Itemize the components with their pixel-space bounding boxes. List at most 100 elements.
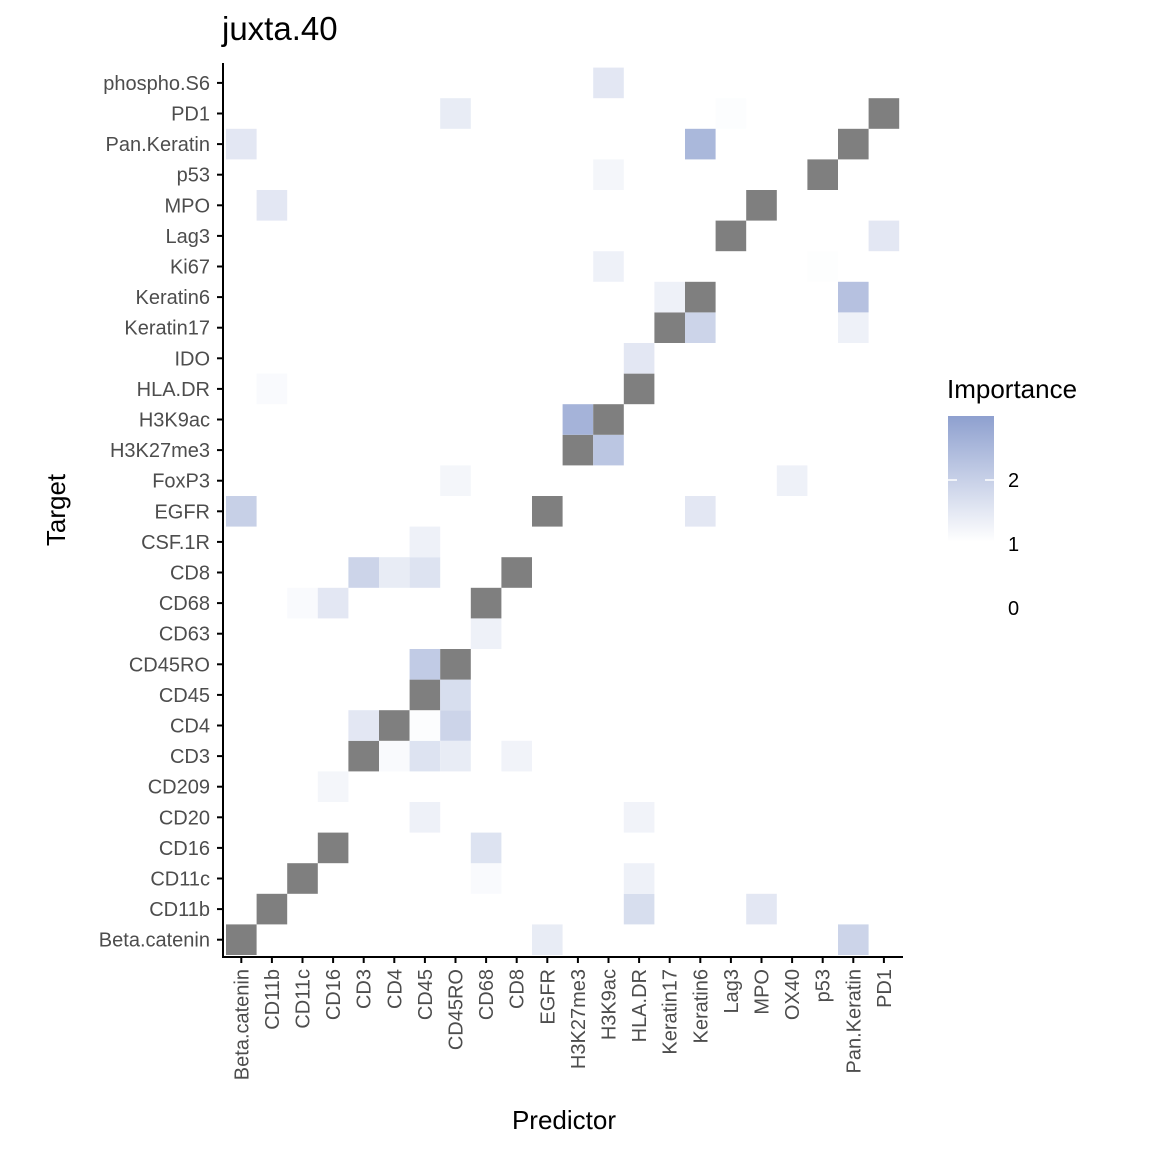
heatmap-cell-cd16-cd16 [317,832,349,864]
heatmap-cell-lag3-pd1 [868,220,900,252]
heatmap-cell-mpo-mpo [746,190,777,221]
heatmap-cell-pan-keratin-beta-catenin [226,128,257,160]
heatmap-cell-cd11c-cd11c [287,863,318,894]
y-tick-label: CD45RO [129,654,210,676]
heatmap-cell-cd45-cd45 [409,679,441,711]
y-tick-label: H3K9ac [139,410,210,432]
y-tick-label: CD4 [170,716,210,738]
heatmap-cell-pan-keratin-pan-keratin [838,128,869,160]
heatmap-cell-hla-dr-cd11b [256,373,288,405]
y-tick-label: FoxP3 [152,471,210,493]
heatmap-cell-cd4-cd4 [379,710,410,741]
y-tick-label: EGFR [154,501,210,523]
heatmap-cell-cd11b-hla-dr [623,893,655,925]
heatmap-cell-cd8-cd8 [501,557,532,588]
heatmap-cell-cd20-hla-dr [623,802,655,833]
heatmap-cell-cd3-cd8 [501,740,532,772]
x-tick-label: CD45RO [446,969,468,1050]
heatmap-cell-cd4-cd3 [348,710,379,741]
legend: Importance 2 1 0 [947,374,1077,620]
heatmap-cells [226,67,900,955]
heatmap-cell-h3k27me3-h3k9ac [593,434,624,466]
heatmap-cell-keratin6-keratin6 [685,281,716,313]
heatmap-cell-pd1-pd1 [868,98,900,129]
heatmap-cell-csf-1r-cd45 [409,526,441,558]
legend-label: 2 [1008,470,1019,492]
x-tick-label: OX40 [782,969,804,1020]
legend-label: 1 [1008,534,1019,556]
x-tick-label: CD11c [293,969,315,1029]
heatmap-cell-cd8-cd3 [348,557,379,588]
y-axis-ticks: Beta.catenin CD11b CD11c CD16 CD20 CD209 CD3 CD… [99,73,223,952]
x-tick-label: CD4 [384,969,406,1009]
y-tick-label: CD16 [159,838,210,860]
y-axis-title: Target [41,473,71,546]
y-tick-label: phospho.S6 [103,73,210,95]
legend-label: 0 [1008,598,1019,620]
legend-title: Importance [947,374,1077,404]
heatmap-cell-cd45ro-cd45 [409,649,441,680]
y-tick-label: Pan.Keratin [105,134,210,156]
heatmap-cell-egfr-beta-catenin [226,496,257,527]
heatmap-cell-cd8-cd4 [379,557,410,588]
x-tick-label: p53 [813,969,835,1002]
x-tick-label: CD11b [262,969,284,1030]
y-tick-label: H3K27me3 [110,440,210,462]
heatmap-cell-cd11b-mpo [746,893,777,925]
x-tick-label: H3K27me3 [568,969,590,1069]
x-tick-label: CD3 [354,969,376,1009]
heatmap-cell-cd11b-cd11b [256,893,288,925]
x-tick-label: EGFR [537,969,559,1025]
heatmap-cell-ido-hla-dr [623,343,655,374]
x-tick-label: Beta.catenin [231,969,253,1080]
heatmap-cell-keratin17-pan-keratin [838,312,869,343]
heatmap-cell-cd68-cd16 [317,587,349,619]
legend-colorbar [948,416,994,542]
heatmap-cell-cd3-cd4 [379,740,410,772]
y-tick-label: Keratin17 [124,318,210,340]
y-tick-label: p53 [177,165,210,187]
heatmap-cell-cd63-cd68 [470,618,502,649]
y-tick-label: Keratin6 [136,287,211,309]
y-tick-label: CD45 [159,685,210,707]
x-tick-label: CD68 [476,969,498,1020]
heatmap-cell-keratin6-pan-keratin [838,281,869,313]
heatmap-cell-pd1-cd45ro [440,98,471,129]
y-tick-label: CD11b [149,899,210,921]
x-tick-label: HLA.DR [629,969,651,1042]
y-tick-label: CD209 [148,777,210,799]
x-tick-label: CD8 [507,969,529,1009]
heatmap-cell-ki67-p53 [807,251,838,282]
heatmap-cell-p53-h3k9ac [593,159,624,190]
heatmap-cell-cd3-cd3 [348,740,379,772]
x-tick-label: MPO [752,969,774,1015]
heatmap-cell-cd4-cd45 [409,710,441,741]
heatmap-cell-keratin6-keratin17 [654,281,685,313]
x-tick-label: Keratin6 [690,969,712,1044]
y-tick-label: CD8 [170,563,210,585]
heatmap-cell-cd68-cd11c [287,587,318,619]
heatmap-cell-beta-catenin-egfr [532,924,563,955]
heatmap-cell-cd11c-cd68 [470,863,502,894]
y-tick-label: CD68 [159,593,210,615]
y-tick-label: Beta.catenin [99,930,210,952]
heatmap-cell-foxp3-cd45ro [440,465,471,496]
y-tick-label: PD1 [171,104,210,126]
heatmap-cell-cd209-cd16 [317,771,349,802]
heatmap-cell-cd8-cd45 [409,557,441,588]
heatmap-cell-cd45-cd45ro [440,679,471,711]
heatmap-cell-beta-catenin-pan-keratin [838,924,869,955]
heatmap-cell-cd16-cd68 [470,832,502,864]
heatmap-cell-pd1-lag3 [715,98,747,129]
x-tick-label: PD1 [874,969,896,1008]
y-tick-label: CD20 [159,807,210,829]
heatmap-cell-h3k27me3-h3k27me3 [562,434,594,466]
heatmap-cell-cd4-cd45ro [440,710,471,741]
heatmap-cell-cd45ro-cd45ro [440,649,471,680]
heatmap-cell-mpo-cd11b [256,190,288,221]
heatmap-cell-foxp3-ox40 [776,465,808,496]
x-tick-label: H3K9ac [599,969,621,1040]
y-tick-label: MPO [164,195,210,217]
heatmap-cell-lag3-lag3 [715,220,747,252]
